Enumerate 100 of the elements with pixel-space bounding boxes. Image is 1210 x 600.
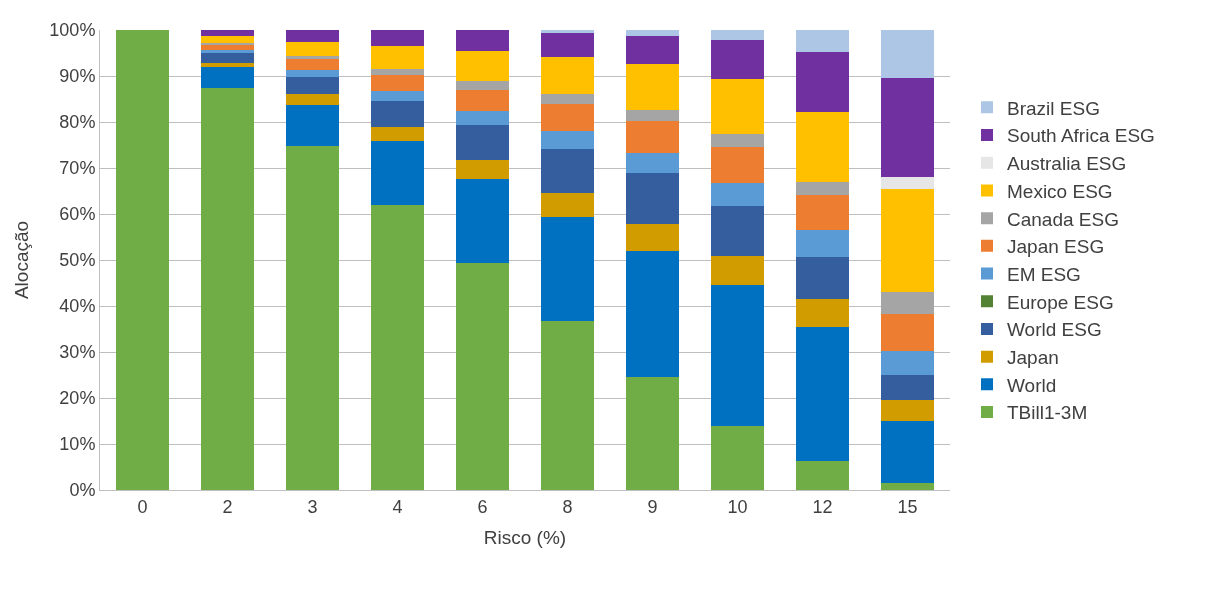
bar bbox=[880, 483, 935, 490]
bar bbox=[200, 49, 255, 53]
bar bbox=[540, 30, 595, 34]
bar bbox=[285, 145, 340, 490]
legend-label: Australia ESG bbox=[1007, 153, 1127, 175]
bar bbox=[710, 182, 765, 207]
bar bbox=[710, 206, 765, 256]
bar bbox=[625, 30, 680, 36]
legend-label: Japan ESG bbox=[1007, 236, 1105, 258]
bar bbox=[455, 30, 510, 52]
bar bbox=[710, 79, 765, 135]
x-tick-label: 10 bbox=[727, 496, 748, 517]
bar bbox=[710, 255, 765, 285]
y-tick-label: 50% bbox=[59, 250, 96, 271]
bar bbox=[540, 148, 595, 194]
bar bbox=[370, 46, 425, 69]
y-axis-title: Alocação bbox=[11, 220, 33, 300]
bar bbox=[625, 64, 680, 111]
bar bbox=[625, 173, 680, 224]
bar bbox=[200, 45, 255, 50]
bar bbox=[540, 104, 595, 132]
legend-label: Canada ESG bbox=[1007, 208, 1119, 230]
bar bbox=[625, 223, 680, 251]
bar bbox=[540, 57, 595, 95]
y-tick-label: 80% bbox=[59, 112, 96, 133]
bar bbox=[370, 90, 425, 102]
bar bbox=[200, 30, 255, 36]
bar bbox=[625, 121, 680, 154]
bar bbox=[540, 94, 595, 105]
y-tick-label: 100% bbox=[49, 20, 96, 41]
bar bbox=[880, 77, 935, 178]
y-tick-label: 40% bbox=[59, 296, 96, 317]
legend-label: South Africa ESG bbox=[1007, 125, 1155, 147]
bar bbox=[795, 111, 850, 182]
bar bbox=[625, 35, 680, 65]
bar bbox=[115, 30, 170, 490]
bar bbox=[370, 68, 425, 75]
bar bbox=[880, 314, 935, 352]
legend-label: TBill1-3M bbox=[1007, 402, 1088, 424]
bar bbox=[795, 181, 850, 196]
x-tick-label: 15 bbox=[897, 496, 918, 517]
legend-label: World bbox=[1007, 374, 1057, 396]
x-tick-label: 6 bbox=[477, 496, 488, 517]
bar bbox=[455, 160, 510, 180]
bar bbox=[880, 177, 935, 189]
bar bbox=[285, 30, 340, 42]
bar bbox=[880, 420, 935, 484]
y-tick-label: 60% bbox=[59, 204, 96, 225]
legend-label: Brazil ESG bbox=[1007, 97, 1100, 119]
bar bbox=[710, 40, 765, 80]
bar bbox=[710, 425, 765, 490]
bar bbox=[285, 76, 340, 95]
bar bbox=[370, 74, 425, 91]
bar bbox=[795, 299, 850, 327]
bar bbox=[710, 30, 765, 41]
bar bbox=[455, 110, 510, 125]
bar bbox=[880, 30, 935, 78]
bar bbox=[880, 351, 935, 375]
y-tick-label: 10% bbox=[59, 434, 96, 455]
x-axis-title: Risco (%) bbox=[483, 527, 567, 549]
bar bbox=[455, 179, 510, 263]
bar bbox=[625, 153, 680, 174]
bar bbox=[795, 229, 850, 257]
bar bbox=[285, 59, 340, 71]
bar bbox=[370, 30, 425, 47]
x-tick-label: 0 bbox=[137, 496, 148, 517]
legend-label: Japan bbox=[1007, 347, 1059, 369]
bar bbox=[795, 326, 850, 462]
x-tick-label: 4 bbox=[392, 496, 403, 517]
bar bbox=[285, 104, 340, 146]
bar bbox=[880, 375, 935, 400]
bar bbox=[795, 195, 850, 230]
bar bbox=[455, 89, 510, 111]
bar bbox=[540, 131, 595, 149]
x-tick-label: 9 bbox=[647, 496, 658, 517]
bar bbox=[795, 52, 850, 112]
bar bbox=[710, 284, 765, 426]
x-tick-label: 8 bbox=[562, 496, 573, 517]
bar bbox=[200, 52, 255, 63]
legend-label: EM ESG bbox=[1007, 263, 1081, 285]
bar bbox=[880, 291, 935, 315]
bar bbox=[200, 35, 255, 43]
y-tick-label: 20% bbox=[59, 388, 96, 409]
bar bbox=[455, 81, 510, 90]
bar bbox=[200, 67, 255, 89]
bar bbox=[540, 33, 595, 58]
bar bbox=[540, 216, 595, 321]
bar bbox=[880, 399, 935, 421]
y-tick-label: 70% bbox=[59, 158, 96, 179]
bar bbox=[200, 88, 255, 490]
bar bbox=[455, 124, 510, 161]
bar bbox=[540, 193, 595, 217]
bar bbox=[625, 377, 680, 490]
bar bbox=[455, 51, 510, 82]
bar bbox=[455, 262, 510, 490]
legend-label: Mexico ESG bbox=[1007, 180, 1113, 202]
bar bbox=[285, 70, 340, 77]
y-tick-label: 30% bbox=[59, 342, 96, 363]
bar bbox=[370, 127, 425, 142]
bar bbox=[370, 204, 425, 490]
